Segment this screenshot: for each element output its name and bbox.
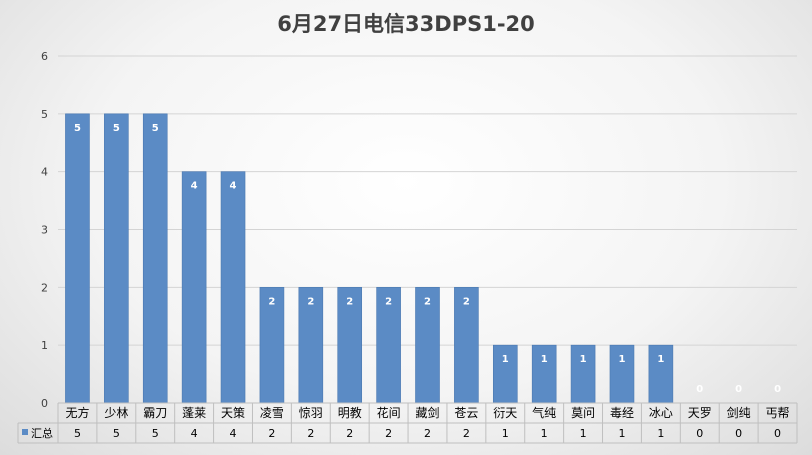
table-value: 5 xyxy=(113,427,120,440)
x-tick-label: 气纯 xyxy=(532,405,556,420)
table-value: 1 xyxy=(502,427,509,440)
y-tick-label: 6 xyxy=(41,50,48,63)
data-label: 1 xyxy=(657,354,664,365)
table-value: 5 xyxy=(152,427,159,440)
data-label: 2 xyxy=(346,296,353,307)
data-label: 5 xyxy=(113,123,120,134)
table-value: 2 xyxy=(463,427,470,440)
data-label: 4 xyxy=(191,181,198,192)
data-label: 2 xyxy=(307,296,314,307)
y-tick-label: 5 xyxy=(41,108,48,121)
y-tick-label: 2 xyxy=(41,281,48,294)
data-label: 1 xyxy=(541,354,548,365)
bar xyxy=(104,113,129,404)
data-label: 0 xyxy=(735,384,742,395)
x-tick-label: 惊羽 xyxy=(299,405,323,420)
bar xyxy=(648,344,674,404)
table-value: 1 xyxy=(618,427,625,440)
y-tick-label: 1 xyxy=(41,339,48,352)
x-tick-label: 无方 xyxy=(65,405,89,420)
x-tick-label: 剑纯 xyxy=(727,405,751,420)
y-tick-label: 0 xyxy=(41,397,48,410)
data-label: 1 xyxy=(502,354,509,365)
data-label: 2 xyxy=(463,296,470,307)
table-value: 1 xyxy=(580,427,587,440)
data-label: 0 xyxy=(696,384,703,395)
table-value: 2 xyxy=(268,427,275,440)
table-value: 0 xyxy=(696,427,703,440)
x-tick-label: 霸刀 xyxy=(143,406,167,420)
table-value: 5 xyxy=(74,427,81,440)
table-value: 0 xyxy=(735,427,742,440)
bar xyxy=(220,171,246,404)
x-tick-label: 毒经 xyxy=(610,406,634,420)
bar xyxy=(65,113,90,404)
data-label: 2 xyxy=(424,296,431,307)
x-tick-label: 凌雪 xyxy=(260,406,284,420)
data-label: 5 xyxy=(74,123,81,134)
bar xyxy=(142,113,168,404)
table-value: 2 xyxy=(424,427,431,440)
table-value: 4 xyxy=(191,427,198,440)
table-value: 1 xyxy=(541,427,548,440)
data-label: 4 xyxy=(230,181,237,192)
legend-key xyxy=(22,429,28,435)
data-label: 2 xyxy=(385,296,392,307)
x-tick-label: 明教 xyxy=(338,405,362,420)
x-tick-label: 冰心 xyxy=(649,406,673,420)
table-value: 2 xyxy=(346,427,353,440)
data-label: 1 xyxy=(580,354,587,365)
data-label: 2 xyxy=(268,296,275,307)
bar xyxy=(181,171,207,404)
table-value: 2 xyxy=(307,427,314,440)
x-tick-label: 少林 xyxy=(104,406,128,420)
bar xyxy=(259,287,285,404)
x-tick-label: 藏剑 xyxy=(415,405,439,420)
bar xyxy=(454,287,479,404)
x-tick-label: 天罗 xyxy=(688,406,712,420)
bar xyxy=(492,344,518,404)
y-tick-label: 3 xyxy=(41,224,48,237)
data-label: 5 xyxy=(152,123,159,134)
chart-title: 6月27日电信33DPS1-20 xyxy=(277,12,535,36)
x-tick-label: 天策 xyxy=(221,406,245,420)
bar xyxy=(570,344,596,404)
data-label: 0 xyxy=(774,384,781,395)
table-value: 2 xyxy=(385,427,392,440)
table-value: 4 xyxy=(230,427,237,440)
series-name: 汇总 xyxy=(31,426,53,440)
table-value: 1 xyxy=(657,427,664,440)
x-tick-label: 丐帮 xyxy=(766,406,790,420)
x-tick-label: 苍云 xyxy=(454,406,478,420)
x-tick-label: 蓬莱 xyxy=(182,406,206,420)
x-tick-label: 莫问 xyxy=(571,406,595,420)
table-value: 0 xyxy=(774,427,781,440)
data-label: 1 xyxy=(618,354,625,365)
x-tick-label: 衍天 xyxy=(493,406,517,420)
x-tick-label: 花间 xyxy=(377,405,401,420)
y-tick-label: 4 xyxy=(41,166,48,179)
bar xyxy=(531,344,557,404)
